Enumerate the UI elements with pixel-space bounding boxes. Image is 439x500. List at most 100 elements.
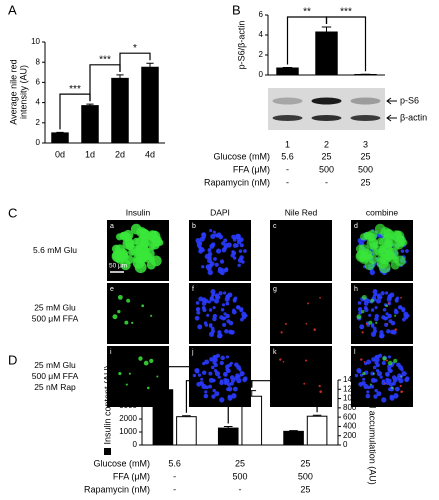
condition-cell: - [173, 484, 176, 494]
cell-stain [373, 394, 378, 399]
cell-stain [209, 357, 214, 362]
cell-stain [210, 329, 215, 334]
error-bar [223, 426, 233, 429]
cell-stain [365, 393, 371, 399]
cell-stain [224, 378, 230, 384]
cell-stain [208, 371, 213, 376]
cell-stain [225, 301, 230, 306]
cell-stain [313, 328, 316, 331]
cell-stain [319, 296, 321, 299]
cell-stain [128, 372, 131, 375]
cell-stain [208, 308, 213, 312]
error-bar [282, 67, 293, 68]
cell-stain [388, 302, 390, 305]
significance-label: ** [303, 7, 311, 18]
panel-label: D [8, 352, 17, 367]
cell-stain [220, 307, 225, 312]
error-bar [289, 430, 298, 432]
bar [315, 31, 338, 76]
significance-label: *** [340, 7, 352, 18]
cell-stain [396, 376, 401, 381]
cell-stain [223, 312, 227, 316]
cell-stain [382, 307, 387, 312]
cell-stain [213, 363, 218, 368]
cell-stain [377, 295, 383, 300]
micrograph [107, 346, 169, 407]
band-label: p-S6 [400, 95, 419, 105]
cell-stain [389, 395, 395, 401]
cell-stain [363, 231, 371, 240]
cell-stain [226, 242, 232, 248]
condition-cell: 5.6 [281, 151, 294, 161]
bar [111, 77, 129, 144]
cell-stain [209, 229, 213, 233]
blot-band [272, 115, 303, 121]
cell-stain [359, 254, 370, 265]
cell-stain [378, 333, 385, 339]
significance-bracket [325, 16, 367, 72]
cell-stain [370, 308, 375, 312]
cell-stain [366, 359, 372, 365]
cell-stain [224, 329, 229, 334]
band-label: β-actin [400, 112, 427, 122]
cell-stain [361, 331, 364, 334]
cell-stain [124, 320, 129, 325]
cell-stain [388, 368, 393, 373]
cell-stain [356, 314, 362, 320]
blot-band [350, 97, 381, 105]
row-label: 5.6 mM Glu [33, 245, 77, 255]
cell-stain [374, 306, 378, 310]
cell-stain [192, 373, 197, 378]
cell-stain [217, 375, 221, 379]
cell-stain [363, 305, 368, 310]
cell-stain [363, 360, 366, 363]
cell-stain [371, 357, 376, 362]
condition-cell: - [286, 177, 289, 187]
cell-stain [372, 365, 377, 370]
condition-cell: 5.6 [168, 458, 181, 468]
y-tick-label: 2 [259, 50, 264, 59]
cell-stain [223, 238, 228, 243]
micrograph [107, 283, 169, 344]
cell-stain [198, 241, 203, 246]
panel-label: A [8, 2, 17, 17]
cell-stain [355, 244, 365, 254]
cell-stain [239, 243, 244, 248]
cell-stain [368, 313, 372, 317]
x-tick-label: 2d [115, 149, 125, 159]
cell-stain [126, 298, 131, 303]
cell-stain [378, 247, 388, 257]
cell-stain [229, 375, 235, 380]
x-tick-label: 0d [55, 149, 65, 159]
condition-cell: 25 [360, 177, 370, 187]
cell-stain [231, 250, 237, 256]
cell-stain [150, 230, 158, 239]
cell-stain [213, 257, 217, 261]
cell-stain [401, 370, 407, 377]
cell-stain [216, 333, 223, 339]
condition-cell: 25 [360, 151, 370, 161]
arrow [386, 97, 397, 105]
cell-stain [237, 257, 243, 263]
cell-stain [214, 370, 221, 377]
cell-stain [387, 355, 392, 359]
y-tick-label: 0 [36, 138, 41, 147]
cell-stain [405, 376, 410, 381]
y-tick-label: 6 [36, 78, 41, 87]
cell-stain [212, 306, 216, 310]
cell-stain [115, 254, 126, 265]
y-tick-label: 1000 [119, 427, 137, 436]
cell-stain [385, 304, 389, 308]
cell-stain [370, 324, 375, 328]
condition-label: Rapamycin (nM) [204, 177, 270, 187]
condition-cell: 500 [319, 164, 334, 174]
cell-stain [125, 242, 134, 251]
cell-stain [150, 314, 153, 317]
cell-stain [356, 367, 362, 374]
cell-stain [221, 316, 226, 321]
cell-stain [367, 385, 371, 390]
cell-stain [143, 360, 149, 366]
cell-stain [119, 231, 127, 240]
cell-stain [374, 388, 378, 393]
cell-stain [359, 373, 364, 377]
